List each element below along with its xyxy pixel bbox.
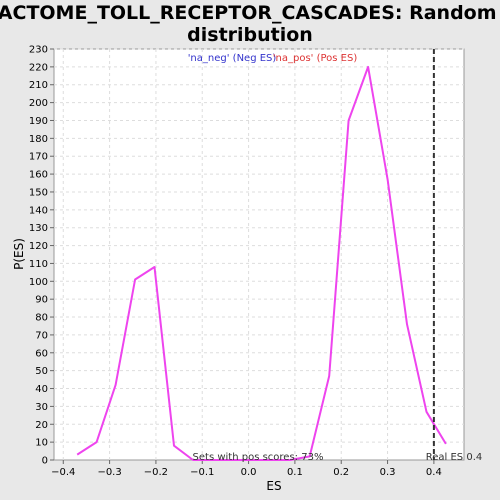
y-tick-label: 30 — [35, 402, 48, 413]
x-tick-label: 0.2 — [333, 467, 349, 478]
x-tick-label: 0.1 — [287, 467, 303, 478]
real-es-label: Real ES 0.4 — [426, 452, 482, 463]
y-tick-label: 130 — [29, 223, 48, 234]
y-tick-label: 40 — [35, 384, 48, 395]
y-tick-label: 110 — [29, 259, 48, 270]
x-axis-label: ES — [266, 479, 281, 493]
y-tick-label: 80 — [35, 313, 48, 324]
x-tick-label: −0.3 — [97, 467, 121, 478]
series-layer — [76, 65, 447, 461]
y-tick-label: 220 — [29, 62, 48, 73]
y-tick-label: 170 — [29, 152, 48, 163]
chart-title-line2: distribution — [187, 24, 313, 46]
y-tick-label: 90 — [35, 295, 48, 306]
x-tick-label: 0.3 — [380, 467, 396, 478]
y-tick-label: 180 — [29, 134, 48, 145]
legend-entry-neg: 'na_neg' (Neg ES) — [188, 53, 277, 64]
legend-entry-pos: 'na_pos' (Pos ES) — [273, 53, 358, 64]
series-line-0 — [76, 65, 447, 461]
y-tick-label: 200 — [29, 98, 48, 109]
y-tick-label: 70 — [35, 330, 48, 341]
y-tick-label: 20 — [35, 420, 48, 431]
chart-title-line1: REACTOME_TOLL_RECEPTOR_CASCADES: Random … — [0, 2, 500, 24]
y-axis-label: P(ES) — [12, 238, 26, 270]
y-tick-label: 0 — [42, 456, 48, 467]
y-tick-label: 120 — [29, 241, 48, 252]
pos-scores-annotation: Sets with pos scores: 73% — [193, 452, 324, 463]
x-tick-label: −0.4 — [51, 467, 75, 478]
y-tick-label: 10 — [35, 438, 48, 449]
y-tick-label: 210 — [29, 80, 48, 91]
y-tick-label: 140 — [29, 205, 48, 216]
axes: 0 10 20 30 40 50 60 70 80 90 100 110 120 130 140 150 160… — [29, 45, 442, 479]
y-tick-label: 60 — [35, 348, 48, 359]
y-tick-label: 160 — [29, 170, 48, 181]
y-tick-label: 100 — [29, 277, 48, 288]
x-tick-label: 0.0 — [241, 467, 257, 478]
grid — [54, 48, 464, 460]
x-tick-label: −0.1 — [190, 467, 214, 478]
y-tick-label: 150 — [29, 187, 48, 198]
x-tick-label: 0.4 — [426, 467, 442, 478]
x-tick-label: −0.2 — [144, 467, 168, 478]
y-tick-label: 190 — [29, 116, 48, 127]
y-tick-label: 50 — [35, 366, 48, 377]
y-tick-label: 230 — [29, 45, 48, 56]
plot-area — [53, 48, 465, 461]
